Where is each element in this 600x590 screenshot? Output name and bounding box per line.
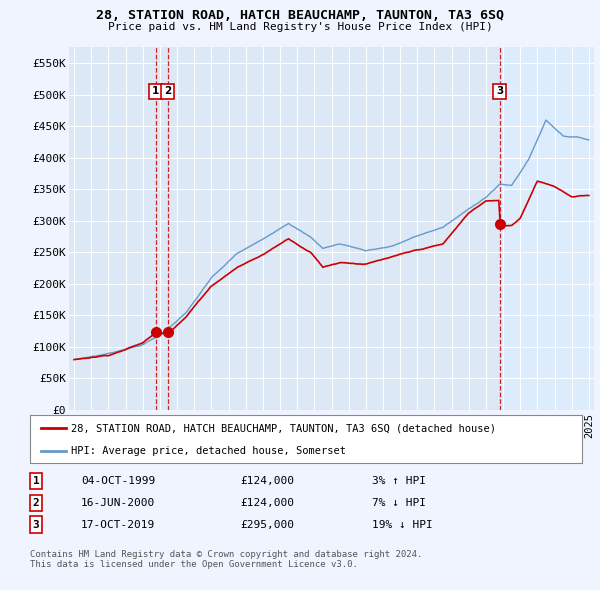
Text: 1: 1 <box>152 86 159 96</box>
Text: HPI: Average price, detached house, Somerset: HPI: Average price, detached house, Some… <box>71 446 346 456</box>
Text: 3: 3 <box>496 86 503 96</box>
Text: 2: 2 <box>32 498 40 507</box>
Text: £124,000: £124,000 <box>240 476 294 486</box>
Text: 2: 2 <box>164 86 171 96</box>
Text: 7% ↓ HPI: 7% ↓ HPI <box>372 498 426 507</box>
Bar <box>500 47 594 410</box>
Text: Price paid vs. HM Land Registry's House Price Index (HPI): Price paid vs. HM Land Registry's House … <box>107 22 493 32</box>
Text: £124,000: £124,000 <box>240 498 294 507</box>
Text: 3: 3 <box>32 520 40 529</box>
Text: £295,000: £295,000 <box>240 520 294 529</box>
Text: 16-JUN-2000: 16-JUN-2000 <box>81 498 155 507</box>
Text: 28, STATION ROAD, HATCH BEAUCHAMP, TAUNTON, TA3 6SQ: 28, STATION ROAD, HATCH BEAUCHAMP, TAUNT… <box>96 9 504 22</box>
Text: 3% ↑ HPI: 3% ↑ HPI <box>372 476 426 486</box>
Text: 04-OCT-1999: 04-OCT-1999 <box>81 476 155 486</box>
Text: 17-OCT-2019: 17-OCT-2019 <box>81 520 155 529</box>
Text: 19% ↓ HPI: 19% ↓ HPI <box>372 520 433 529</box>
Text: 28, STATION ROAD, HATCH BEAUCHAMP, TAUNTON, TA3 6SQ (detached house): 28, STATION ROAD, HATCH BEAUCHAMP, TAUNT… <box>71 423 496 433</box>
Text: 1: 1 <box>32 476 40 486</box>
Text: Contains HM Land Registry data © Crown copyright and database right 2024.
This d: Contains HM Land Registry data © Crown c… <box>30 550 422 569</box>
